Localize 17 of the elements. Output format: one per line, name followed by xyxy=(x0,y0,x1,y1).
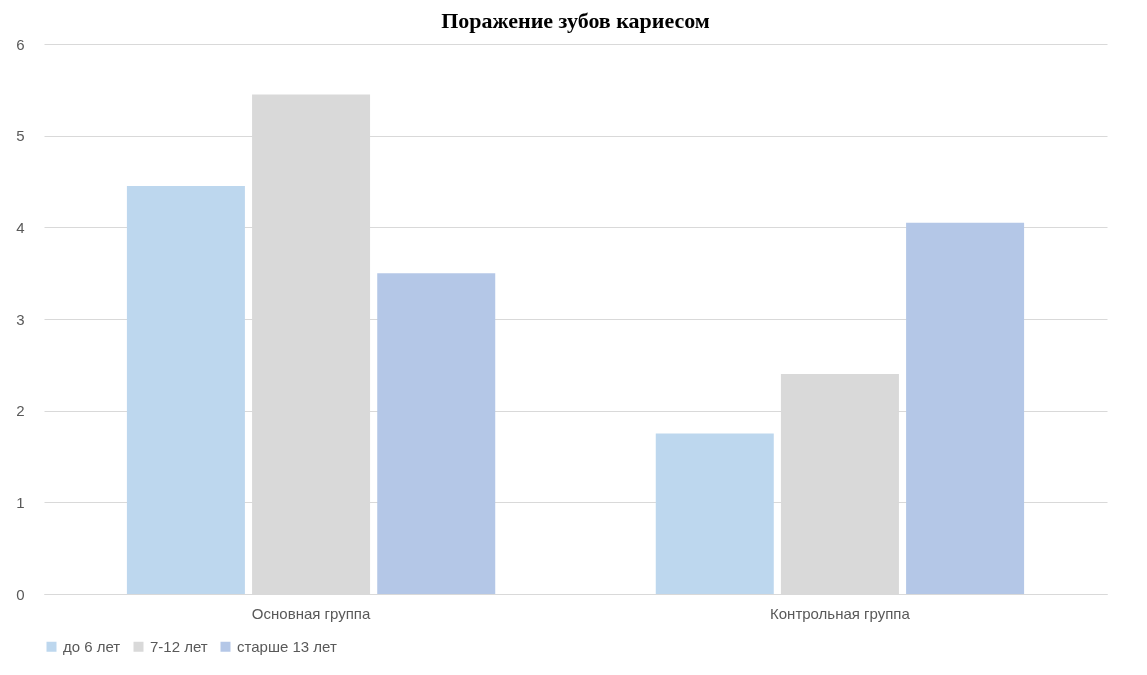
y-tick-label: 0 xyxy=(16,585,25,603)
legend-label: старше 13 лет xyxy=(237,637,337,655)
bar xyxy=(126,186,245,594)
y-tick-label: 6 xyxy=(16,35,25,53)
legend-label: до 6 лет xyxy=(63,637,121,655)
bar xyxy=(906,222,1025,594)
y-tick-label: 2 xyxy=(16,402,25,420)
bar xyxy=(655,433,774,594)
y-tick-label: 3 xyxy=(16,310,25,328)
y-tick-label: 5 xyxy=(16,127,25,145)
chart-title: Поражение зубов кариесом xyxy=(441,8,710,33)
legend-label: 7-12 лет xyxy=(150,637,208,655)
bar xyxy=(377,273,496,594)
x-tick-label: Основная группа xyxy=(251,604,371,622)
y-tick-label: 4 xyxy=(16,218,25,236)
x-tick-label: Контрольная группа xyxy=(770,604,911,622)
y-tick-label: 1 xyxy=(16,493,25,511)
